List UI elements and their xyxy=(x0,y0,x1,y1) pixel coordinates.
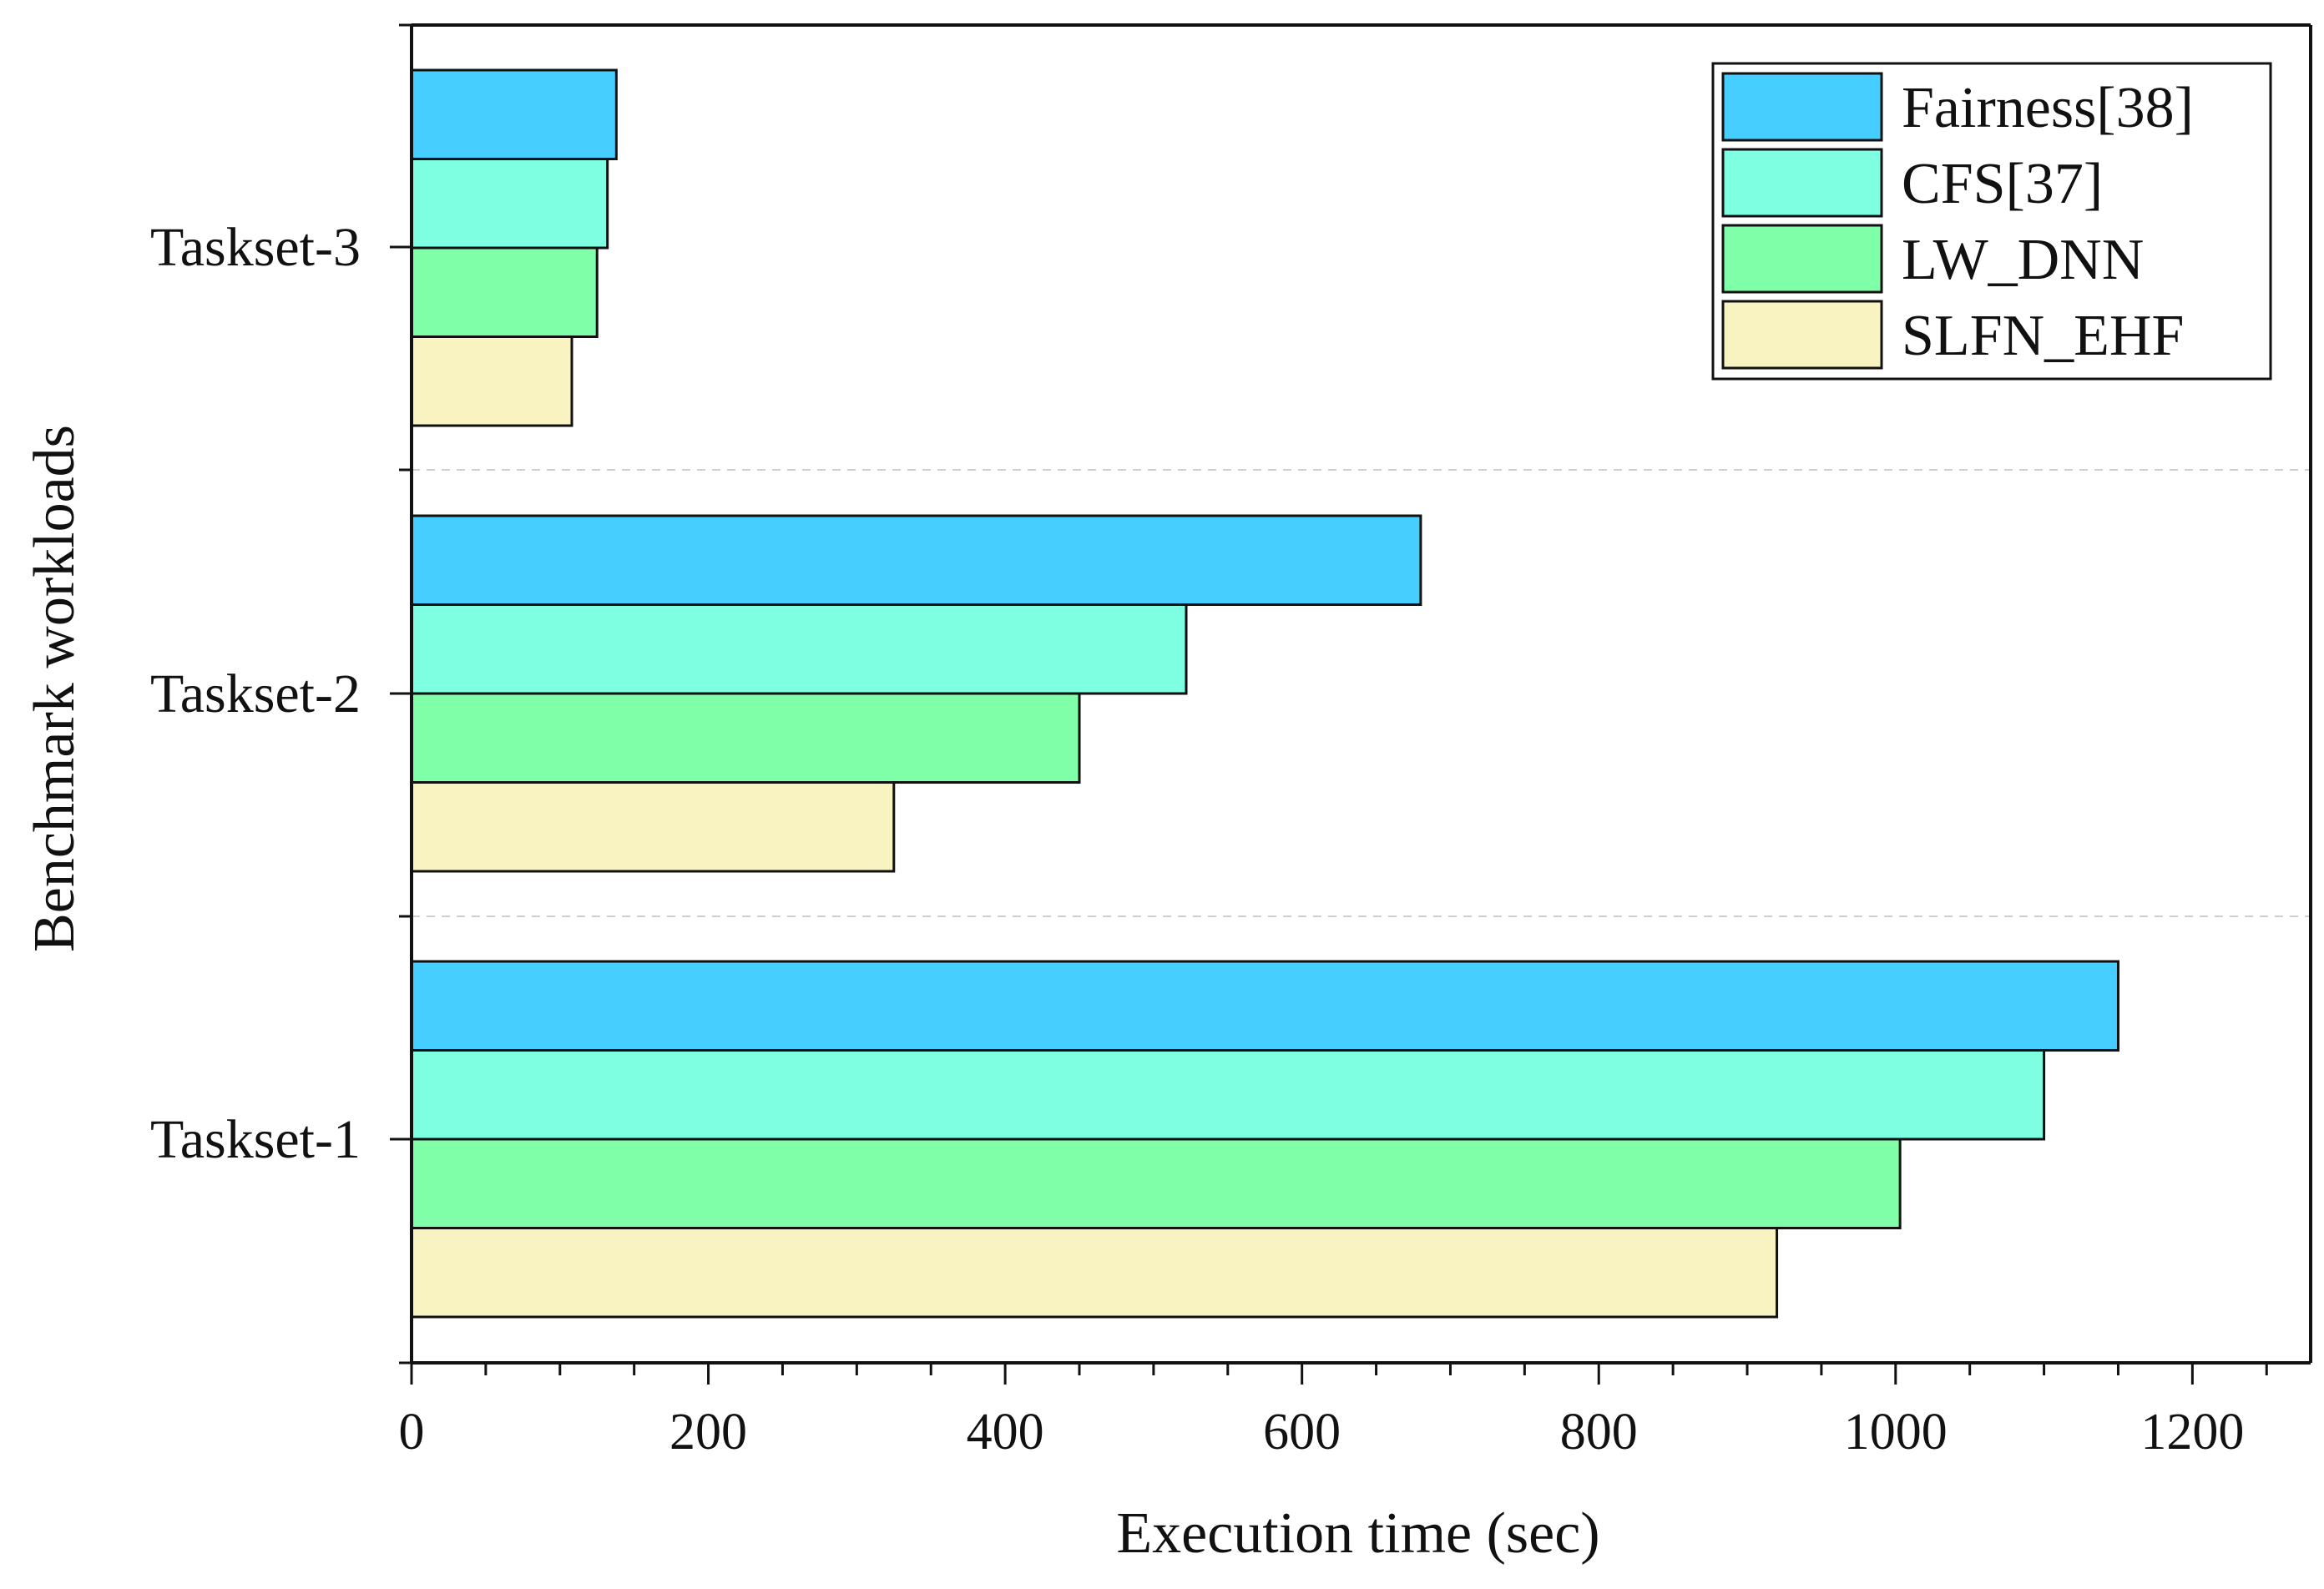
legend-swatch xyxy=(1721,300,1883,370)
y-category-label: Taskset-3 xyxy=(150,217,361,278)
bar-taskset-2-lw-dnn xyxy=(410,692,1081,784)
bar-taskset-1-cfs-37 xyxy=(410,1049,2046,1141)
bar-taskset-2-slfn-ehf xyxy=(410,781,896,873)
x-tick-labels: 0 200 400 600 800 1000 1200 xyxy=(399,1404,2245,1460)
y-category-label: Taskset-2 xyxy=(150,663,361,724)
bar-taskset-3-lw-dnn xyxy=(410,246,599,338)
legend-swatch xyxy=(1721,72,1883,142)
x-tick-label: 200 xyxy=(669,1404,747,1460)
y-category-label: Taskset-1 xyxy=(150,1109,361,1170)
x-axis-title: Execution time (sec) xyxy=(1116,1501,1599,1566)
bar-taskset-2-fairness-38 xyxy=(410,514,1422,606)
bar-taskset-1-slfn-ehf xyxy=(410,1227,1779,1319)
y-axis-title: Benchmark workloads xyxy=(23,425,87,952)
legend-label: LW_DNN xyxy=(1902,228,2144,292)
legend-swatch xyxy=(1721,148,1883,218)
bar-taskset-3-fairness-38 xyxy=(410,68,618,160)
legend-swatch xyxy=(1721,224,1883,294)
bar-group xyxy=(410,68,2119,1319)
x-tick-label: 800 xyxy=(1560,1404,1638,1460)
x-tick-label: 0 xyxy=(399,1404,425,1460)
x-tick-label: 1200 xyxy=(2140,1404,2244,1460)
x-tick-label: 600 xyxy=(1263,1404,1341,1460)
x-tick-label: 1000 xyxy=(1844,1404,1948,1460)
legend-label: SLFN_EHF xyxy=(1902,304,2184,368)
category-separators xyxy=(412,469,2311,917)
y-category-labels: Taskset-1 Taskset-2 Taskset-3 xyxy=(150,217,361,1170)
legend: Fairness[38] CFS[37] LW_DNN SLFN_EHF xyxy=(1711,62,2272,381)
bar-taskset-3-cfs-37 xyxy=(410,158,609,250)
x-tick-label: 400 xyxy=(967,1404,1044,1460)
bar-taskset-3-slfn-ehf xyxy=(410,335,573,427)
bar-taskset-1-fairness-38 xyxy=(410,960,2119,1052)
legend-label: Fairness[38] xyxy=(1902,76,2194,140)
bar-taskset-1-lw-dnn xyxy=(410,1138,1902,1229)
legend-label: CFS[37] xyxy=(1902,152,2103,216)
tick-marks xyxy=(390,23,2268,1385)
bar-taskset-2-cfs-37 xyxy=(410,603,1188,695)
